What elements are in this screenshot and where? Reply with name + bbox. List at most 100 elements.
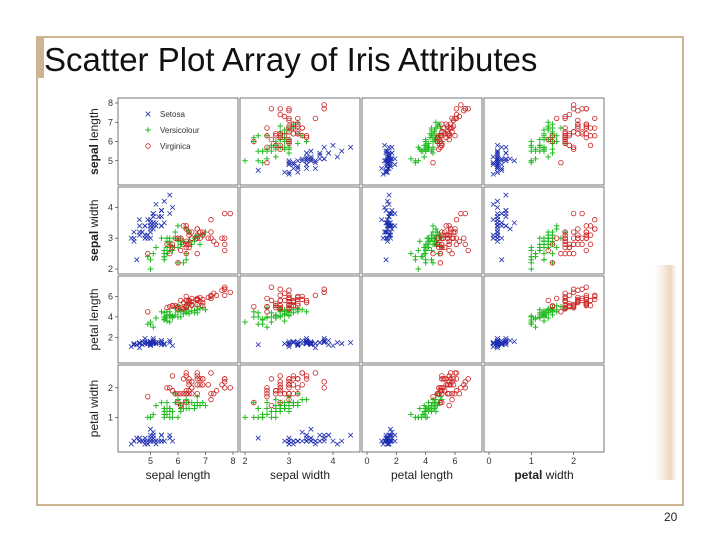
data-point-setosa	[161, 220, 167, 226]
data-point-virginica	[197, 382, 203, 388]
data-point-virginica	[443, 134, 449, 141]
data-point-virginica	[442, 229, 448, 235]
data-point-virginica	[175, 390, 181, 397]
data-point-virginica	[446, 238, 452, 244]
data-point-setosa	[339, 438, 345, 444]
data-point-setosa	[147, 341, 154, 347]
data-point-virginica	[145, 250, 151, 257]
y-tick-label: 7	[108, 117, 113, 127]
data-point-virginica	[277, 306, 283, 312]
data-point-setosa	[503, 210, 509, 217]
data-point-virginica	[321, 289, 327, 295]
data-point-virginica	[579, 297, 585, 304]
data-point-virginica	[290, 299, 297, 306]
data-point-setosa	[330, 343, 336, 349]
data-point-versicolour	[161, 408, 168, 415]
data-point-virginica	[183, 241, 189, 248]
data-point-virginica	[303, 133, 310, 139]
data-point-setosa	[153, 341, 159, 347]
data-point-versicolour	[158, 309, 165, 315]
data-point-virginica	[303, 134, 310, 141]
matrix-cell-3-2	[361, 364, 483, 453]
data-point-virginica	[579, 241, 585, 248]
data-point-virginica	[579, 210, 585, 217]
matrix-cell-1-1	[239, 186, 361, 275]
data-point-virginica	[452, 390, 458, 397]
data-point-versicolour	[251, 314, 257, 320]
data-point-virginica	[430, 250, 436, 257]
data-point-setosa	[494, 156, 501, 162]
x-tick-label: 2	[242, 456, 247, 466]
data-point-virginica	[222, 376, 228, 382]
data-point-setosa	[330, 438, 336, 444]
data-point-versicolour	[549, 250, 556, 257]
data-point-versicolour	[430, 223, 436, 229]
data-point-virginica	[194, 226, 200, 232]
data-point-setosa	[386, 201, 392, 207]
data-point-setosa	[290, 340, 296, 346]
matrix-cell-3-1	[239, 364, 361, 453]
data-point-virginica	[200, 376, 206, 382]
matrix-cell-2-3	[483, 275, 605, 364]
data-point-setosa	[304, 341, 310, 347]
data-point-virginica	[281, 290, 288, 297]
legend-marker-versicolour	[145, 127, 151, 133]
data-point-setosa	[387, 210, 394, 217]
data-point-versicolour	[428, 127, 435, 133]
data-point-virginica	[183, 373, 189, 379]
data-point-setosa	[295, 343, 301, 349]
data-point-virginica	[579, 129, 585, 135]
y-tick-label: 4	[108, 312, 113, 322]
data-point-virginica	[189, 235, 195, 241]
data-point-setosa	[499, 144, 505, 150]
data-point-versicolour	[175, 396, 181, 403]
data-point-versicolour	[147, 414, 154, 421]
data-point-setosa	[392, 162, 398, 168]
data-point-setosa	[131, 235, 137, 241]
data-point-virginica	[562, 295, 568, 302]
data-point-versicolour	[183, 256, 190, 263]
data-point-virginica	[562, 302, 568, 309]
data-point-virginica	[575, 117, 581, 124]
data-point-virginica	[570, 102, 577, 108]
data-point-versicolour	[175, 223, 181, 229]
data-point-versicolour	[150, 250, 157, 257]
data-point-virginica	[549, 260, 556, 266]
data-point-setosa	[392, 432, 398, 438]
data-point-virginica	[575, 232, 581, 238]
data-point-setosa	[499, 341, 505, 347]
data-point-virginica	[545, 247, 551, 254]
data-point-versicolour	[545, 307, 552, 314]
data-point-virginica	[186, 379, 192, 385]
data-point-virginica	[264, 125, 270, 131]
data-point-virginica	[549, 241, 556, 248]
data-point-virginica	[440, 125, 446, 131]
data-point-versicolour	[172, 390, 179, 397]
data-point-setosa	[499, 220, 505, 226]
data-point-setosa	[383, 169, 389, 175]
data-point-virginica	[286, 106, 292, 112]
data-point-virginica	[321, 385, 327, 391]
data-point-virginica	[277, 385, 283, 391]
data-point-virginica	[295, 385, 301, 391]
data-point-setosa	[321, 156, 327, 162]
data-point-virginica	[167, 250, 173, 257]
data-point-virginica	[583, 121, 590, 127]
data-point-setosa	[153, 201, 159, 207]
data-point-virginica	[175, 260, 181, 266]
data-point-virginica	[286, 123, 292, 129]
y-tick-label: 8	[108, 98, 113, 108]
data-point-setosa	[387, 426, 394, 432]
data-point-versicolour	[412, 157, 419, 164]
data-point-setosa	[142, 235, 148, 241]
data-point-virginica	[286, 295, 292, 302]
data-point-virginica	[208, 370, 214, 376]
data-point-versicolour	[417, 405, 423, 412]
data-point-virginica	[175, 306, 181, 312]
data-point-versicolour	[553, 223, 560, 229]
data-point-versicolour	[295, 140, 301, 147]
data-point-virginica	[446, 402, 452, 409]
data-point-setosa	[494, 338, 501, 345]
data-point-virginica	[436, 390, 442, 397]
data-point-virginica	[566, 244, 573, 251]
